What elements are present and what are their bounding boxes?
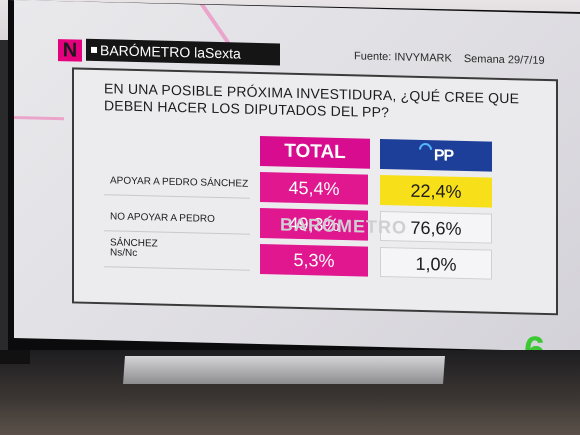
row-label: APOYAR A PEDRO SÁNCHEZ <box>104 168 250 199</box>
row-label: NO APOYAR A PEDRO SÁNCHEZ <box>104 204 250 250</box>
pp-value: 22,4% <box>380 174 492 208</box>
pp-value: 1,0% <box>380 246 492 280</box>
tv-stand <box>123 356 445 384</box>
total-value: 5,3% <box>260 244 368 277</box>
lasexta-n-logo: N <box>58 39 82 62</box>
source-text: Fuente: INVYMARK <box>354 50 452 65</box>
pp-gull-icon <box>416 140 435 159</box>
pp-column-header: PP <box>380 138 492 172</box>
week-text: Semana 29/7/19 <box>463 52 545 67</box>
total-value: 45,4% <box>260 172 368 205</box>
poll-question: EN UNA POSIBLE PRÓXIMA INVESTIDURA, ¿QUÉ… <box>104 80 520 121</box>
poll-panel: EN UNA POSIBLE PRÓXIMA INVESTIDURA, ¿QUÉ… <box>72 67 558 316</box>
row-label: Ns/Nc <box>104 240 250 271</box>
total-column-header: TOTAL <box>260 136 370 169</box>
background-stripe <box>14 116 64 121</box>
barometro-watermark: BARÓMETRO <box>280 214 407 238</box>
lasexta-channel-logo: 6 <box>524 329 546 352</box>
set-top-box <box>0 350 30 364</box>
program-title: BARÓMETRO laSexta <box>86 38 280 66</box>
tv-screen: N BARÓMETRO laSexta Fuente: INVYMARK Sema… <box>14 0 580 352</box>
pp-logo: PP <box>433 147 454 165</box>
source-line: Fuente: INVYMARK Semana 29/7/19 <box>354 50 557 67</box>
